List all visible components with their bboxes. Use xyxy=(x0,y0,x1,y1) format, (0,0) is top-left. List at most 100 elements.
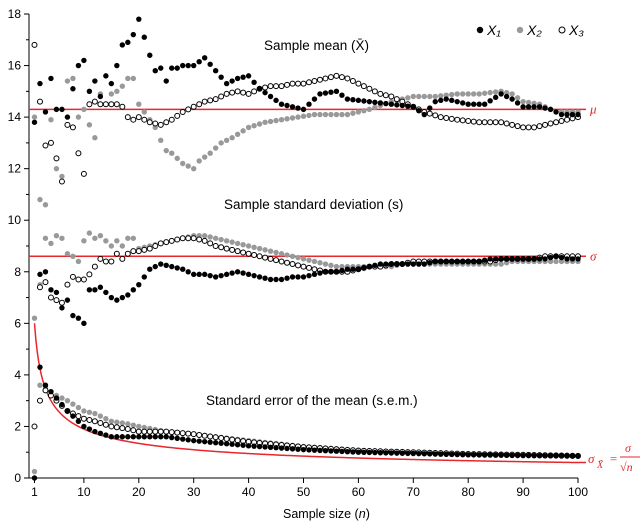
mean-x2-point xyxy=(410,93,416,100)
sem-x2-point xyxy=(86,409,93,415)
mean-x1-point xyxy=(322,90,329,96)
sd-x1-point xyxy=(114,297,120,303)
sd-x1-point xyxy=(361,265,367,271)
sd-x1-point xyxy=(481,257,488,263)
mean-x2-point xyxy=(328,111,334,118)
mean-x2-point xyxy=(503,89,510,96)
sem-x1-point xyxy=(97,430,104,437)
mean-x1-point xyxy=(449,97,455,104)
mean-x3-point xyxy=(201,98,208,105)
mean-x3-point xyxy=(47,139,54,146)
mean-x1-point xyxy=(399,102,406,109)
y-tick-label: 2 xyxy=(14,419,21,433)
mean-x1-point xyxy=(416,107,422,114)
sd-x1-point xyxy=(311,271,318,278)
sem-x3-point xyxy=(223,435,230,442)
sd-x3-point xyxy=(207,240,214,247)
mean-x2-point xyxy=(81,106,87,113)
legend-marker-x3 xyxy=(558,26,566,34)
mean-x1-point xyxy=(553,109,559,115)
sem-x1-point xyxy=(300,446,307,453)
sd-x2-point xyxy=(42,235,49,241)
sem-x1-point xyxy=(306,447,312,453)
sem-x1-point xyxy=(48,388,54,395)
mean-x3-point xyxy=(305,79,312,86)
mean-x1-point xyxy=(333,88,340,95)
sem-x1-point xyxy=(372,449,378,456)
sem-x1-point xyxy=(355,449,362,455)
sd-x3-point xyxy=(80,276,87,283)
mean-x1-point xyxy=(191,62,197,69)
mean-x2-point xyxy=(86,122,93,128)
sd-x2-point xyxy=(547,258,554,265)
mean-x1-point xyxy=(432,98,438,105)
sem-x1-point xyxy=(416,450,422,457)
mean-x2-point xyxy=(481,90,488,96)
sd-x3-point xyxy=(146,245,153,252)
sd-x1-point xyxy=(234,269,241,275)
mean-x1-point xyxy=(377,100,384,106)
mean-x3-point xyxy=(179,108,186,115)
mean-x1-point xyxy=(438,97,444,104)
mean-x1-point xyxy=(81,57,87,64)
sem-x2-point xyxy=(92,410,98,417)
mean-x3-point xyxy=(240,89,247,96)
mean-x3-point xyxy=(229,89,236,96)
sem-x3-point xyxy=(124,426,131,433)
mean-x1-point xyxy=(421,111,427,118)
mean-x1-point xyxy=(388,101,395,107)
sd-x2-point xyxy=(130,235,137,241)
mean-x2-point xyxy=(130,75,137,82)
mean-x2-point xyxy=(180,160,186,167)
sd-x1-point xyxy=(251,272,257,279)
mean-x3-point xyxy=(536,123,543,130)
sd-x2-point xyxy=(328,262,334,269)
legend-label-x3: X₃ xyxy=(568,22,584,38)
sem-x3-point xyxy=(113,424,120,431)
sem-x1-point xyxy=(174,435,180,441)
sem-x1-point xyxy=(498,452,504,458)
sd-x1-point xyxy=(289,274,296,280)
mean-x3-point xyxy=(146,119,153,126)
sd-x1-point xyxy=(487,256,493,262)
mean-x1-point xyxy=(251,79,257,86)
mean-x3-point xyxy=(223,90,230,97)
mean-x1-point xyxy=(487,98,493,104)
sd-x2-point xyxy=(251,244,257,250)
sd-x1-point xyxy=(564,256,570,262)
mean-x2-point xyxy=(416,93,422,100)
mean-x3-point xyxy=(443,114,450,121)
sd-x1-point xyxy=(531,256,537,262)
x-ticks: 1 10 20 30 40 50 60 70 80 90 100 xyxy=(31,478,588,499)
sem-x2-point xyxy=(59,395,65,401)
mean-x1-point xyxy=(443,96,449,102)
mean-x1-point xyxy=(130,31,137,38)
sd-x3-point xyxy=(36,284,43,291)
sd-x1-point xyxy=(191,271,197,278)
sd-x1-point xyxy=(438,258,444,265)
sd-x1-point xyxy=(388,261,395,267)
sd-x1-point xyxy=(240,270,246,276)
mean-x2-point xyxy=(355,109,362,115)
sem-x1-point xyxy=(383,450,389,456)
y-tick-label: 12 xyxy=(8,162,22,176)
mean-x3-point xyxy=(525,124,532,131)
mean-x1-point xyxy=(75,62,82,69)
sd-x1-point xyxy=(476,258,482,265)
mean-x3-point xyxy=(311,78,318,85)
sd-x3-point xyxy=(311,266,318,273)
mean-x2-point xyxy=(201,154,208,160)
mean-x3-point xyxy=(262,84,269,91)
sem-x3-point xyxy=(229,436,236,443)
sem-x1-point xyxy=(278,445,285,451)
sd-x2-point xyxy=(218,236,224,243)
mean-x3-point xyxy=(113,101,120,108)
sem-formula-den: √n xyxy=(620,460,633,474)
sem-x1-point xyxy=(361,449,367,456)
sd-x1-point xyxy=(218,272,224,279)
mean-x1-point xyxy=(125,39,131,46)
mean-x3-point xyxy=(245,90,252,97)
sd-x1-point xyxy=(196,271,202,278)
sd-x3-point xyxy=(124,250,131,257)
sem-x2-point xyxy=(75,404,82,411)
